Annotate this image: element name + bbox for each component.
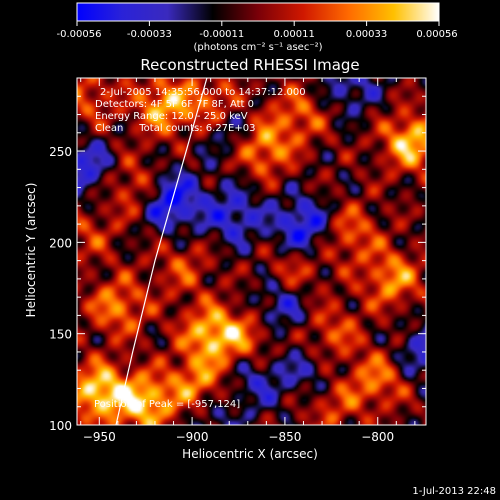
peak-position-label: Position of Peak = [-957,124] — [94, 399, 240, 410]
x-axis-label: Heliocentric X (arcsec) — [182, 447, 318, 461]
footer-timestamp: 1-Jul-2013 22:48 — [412, 486, 496, 497]
y-tick-label: 250 — [49, 145, 72, 159]
colorbar-tick-label: -0.00056 — [57, 29, 102, 40]
chart-title: Reconstructed RHESSI Image — [140, 56, 359, 74]
colorbar-tick-label: 0.00056 — [416, 29, 457, 40]
colorbar-tick-label: 0.00033 — [346, 29, 387, 40]
solar-limb — [115, 78, 208, 425]
colorbar-unit-label: (photons cm⁻² s⁻¹ asec⁻²) — [193, 42, 322, 53]
colorbar: -0.00056 -0.00033 -0.00011 0.00011 0.00033 0.… — [57, 2, 458, 53]
x-tick-label: −800 — [361, 430, 394, 444]
annotation-detectors: Detectors: 4F 5F 6F 7F 8F, Att 0 — [95, 99, 254, 110]
axis-ticks: −950 −900 −850 −800 100 150 200 250 — [49, 77, 426, 444]
annotation-energy: Energy Range: 12.0 - 25.0 keV — [95, 111, 248, 122]
y-axis-label: Heliocentric Y (arcsec) — [24, 183, 38, 318]
y-tick-label: 150 — [49, 328, 72, 342]
colorbar-gradient — [76, 2, 440, 22]
heatmap-image — [77, 78, 426, 425]
x-tick-label: −900 — [176, 430, 209, 444]
colorbar-tick-label: -0.00033 — [127, 29, 172, 40]
plot-area: −950 −900 −850 −800 100 150 200 250 2-Jul-2005 … — [49, 77, 427, 444]
annotation-time: 2-Jul-2005 14:35:56.000 to 14:37:12.000 — [100, 87, 306, 98]
colorbar-tick-label: 0.00011 — [274, 29, 315, 40]
annotation-counts: Clean Total counts: 6.27E+03 — [95, 123, 255, 134]
plot-frame — [76, 77, 427, 426]
x-tick-label: −950 — [83, 430, 116, 444]
y-tick-label: 100 — [49, 419, 72, 433]
colorbar-tick-label: -0.00011 — [199, 29, 244, 40]
y-tick-label: 200 — [49, 236, 72, 250]
colorbar-ticks: -0.00056 -0.00033 -0.00011 0.00011 0.00033 0.… — [57, 21, 458, 40]
x-tick-label: −850 — [268, 430, 301, 444]
